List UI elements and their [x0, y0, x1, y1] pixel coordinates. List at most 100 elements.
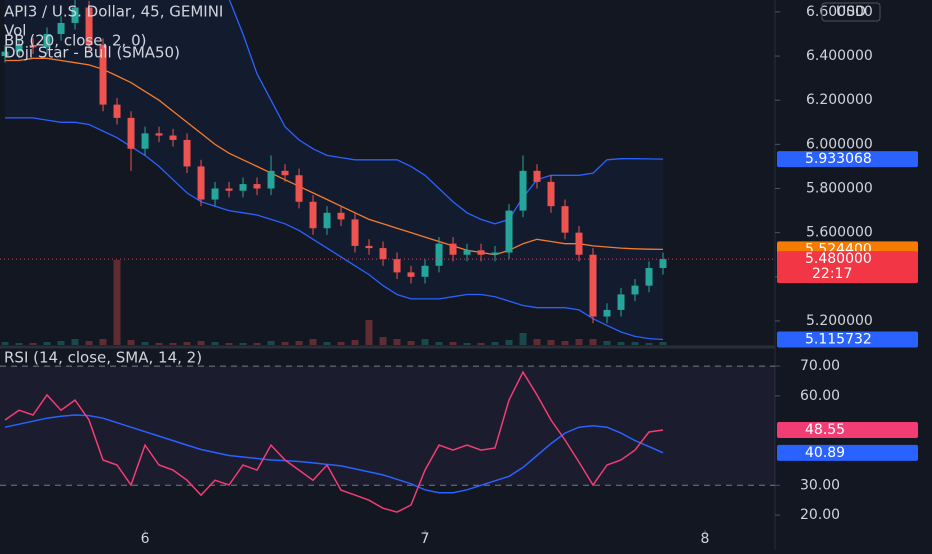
volume-bar: [169, 343, 177, 345]
volume-bar: [645, 343, 653, 345]
volume-bar: [99, 339, 107, 345]
volume-bar: [267, 341, 275, 345]
volume-bar: [589, 339, 597, 345]
volume-bar: [659, 342, 667, 345]
candle-body: [337, 212, 345, 220]
price-badge-label: 48.55: [805, 422, 845, 438]
candle-body: [421, 265, 429, 277]
y-tick-label: 6.400000: [806, 48, 873, 64]
price-pane: [0, 0, 775, 345]
candle-body: [631, 285, 639, 295]
candle-body: [589, 254, 597, 317]
candle-body: [85, 7, 93, 46]
volume-bar: [155, 343, 163, 345]
volume-bar: [407, 341, 415, 345]
volume-bar: [463, 343, 471, 345]
volume-bar: [519, 333, 527, 345]
candle-body: [617, 294, 625, 310]
candle-body: [141, 133, 149, 149]
volume-bar: [239, 343, 247, 345]
candle-body: [99, 45, 107, 105]
candle-body: [211, 188, 219, 200]
chart-title: API3 / U.S. Dollar, 45, GEMINI: [4, 3, 223, 21]
price-badge: [777, 422, 918, 439]
volume-bar: [561, 341, 569, 345]
x-tick-label: 7: [421, 531, 430, 547]
y-tick-label: 20.00: [800, 507, 840, 523]
candle-body: [393, 259, 401, 273]
volume-bar: [57, 341, 65, 345]
bb-lower: [5, 117, 664, 341]
price-badge-label: 5.115732: [805, 332, 872, 348]
volume-bar: [141, 342, 149, 345]
volume-bar: [211, 342, 219, 345]
candle-body: [463, 250, 471, 255]
volume-bar: [337, 342, 345, 345]
x-tick-label: 8: [701, 531, 710, 547]
candle-body: [113, 104, 121, 118]
volume-bar: [197, 341, 205, 345]
candle-body: [225, 188, 233, 191]
candle-body: [561, 206, 569, 233]
y-tick-label: 60.00: [800, 388, 840, 404]
axes: 6.600000 6.400000 6.200000 6.000000 5.800000…: [141, 4, 918, 547]
candle-body: [127, 117, 135, 149]
candle-body: [435, 243, 443, 266]
y-tick-label: 6.600000: [806, 4, 873, 20]
x-tick-label: 6: [141, 531, 150, 547]
candle-body: [491, 252, 499, 255]
volume-bar: [43, 342, 51, 345]
price-badge-label: 40.89: [805, 445, 845, 461]
candle-body: [281, 170, 289, 176]
volume-bar: [295, 341, 303, 345]
price-badge: [777, 444, 918, 461]
countdown: 22:17: [812, 266, 852, 282]
volume-bar: [393, 339, 401, 345]
candle-body: [505, 210, 513, 253]
volume-bar: [631, 342, 639, 345]
volume-bar: [127, 340, 135, 345]
y-tick-label: 5.200000: [806, 313, 873, 329]
volume-bar: [253, 343, 261, 345]
candle-body: [379, 248, 387, 260]
volume-bar: [435, 342, 443, 345]
candle-body: [309, 201, 317, 229]
candle-body: [15, 45, 23, 52]
price-badge: [777, 331, 918, 348]
candle-body: [183, 139, 191, 167]
candle-body: [449, 243, 457, 255]
y-tick-label: 30.00: [800, 477, 840, 493]
candle-body: [519, 170, 527, 211]
candle-body: [71, 7, 79, 23]
y-tick-label: 6.000000: [806, 136, 873, 152]
bb-basis: [5, 57, 664, 256]
candle-body: [295, 175, 303, 202]
bb-upper: [228, 0, 664, 225]
volume-bar: [1, 342, 9, 345]
currency-button[interactable]: [821, 2, 881, 22]
volume-bar: [617, 342, 625, 345]
volume-bar: [309, 339, 317, 345]
volume-bar: [491, 342, 499, 345]
price-badge-label: 5.933068: [805, 151, 872, 167]
volume-bar: [603, 341, 611, 345]
volume-bar: [183, 342, 191, 345]
legend-entry: Vol: [4, 22, 26, 40]
volume-bar: [281, 342, 289, 345]
candle-body: [575, 232, 583, 255]
volume-bar: [449, 342, 457, 345]
rsi-band: [0, 366, 775, 486]
volume-bar: [71, 339, 79, 345]
volume-bar: [505, 340, 513, 345]
y-tick-label: 6.200000: [806, 92, 873, 108]
currency[interactable]: USD: [836, 4, 866, 20]
candle-body: [547, 181, 555, 207]
candle-body: [351, 219, 359, 246]
volume-bar: [113, 260, 121, 345]
volume-bar: [547, 340, 555, 345]
price-badge-label: 5.480000: [805, 251, 872, 267]
candle-body: [477, 250, 485, 255]
candle-body: [155, 133, 163, 136]
